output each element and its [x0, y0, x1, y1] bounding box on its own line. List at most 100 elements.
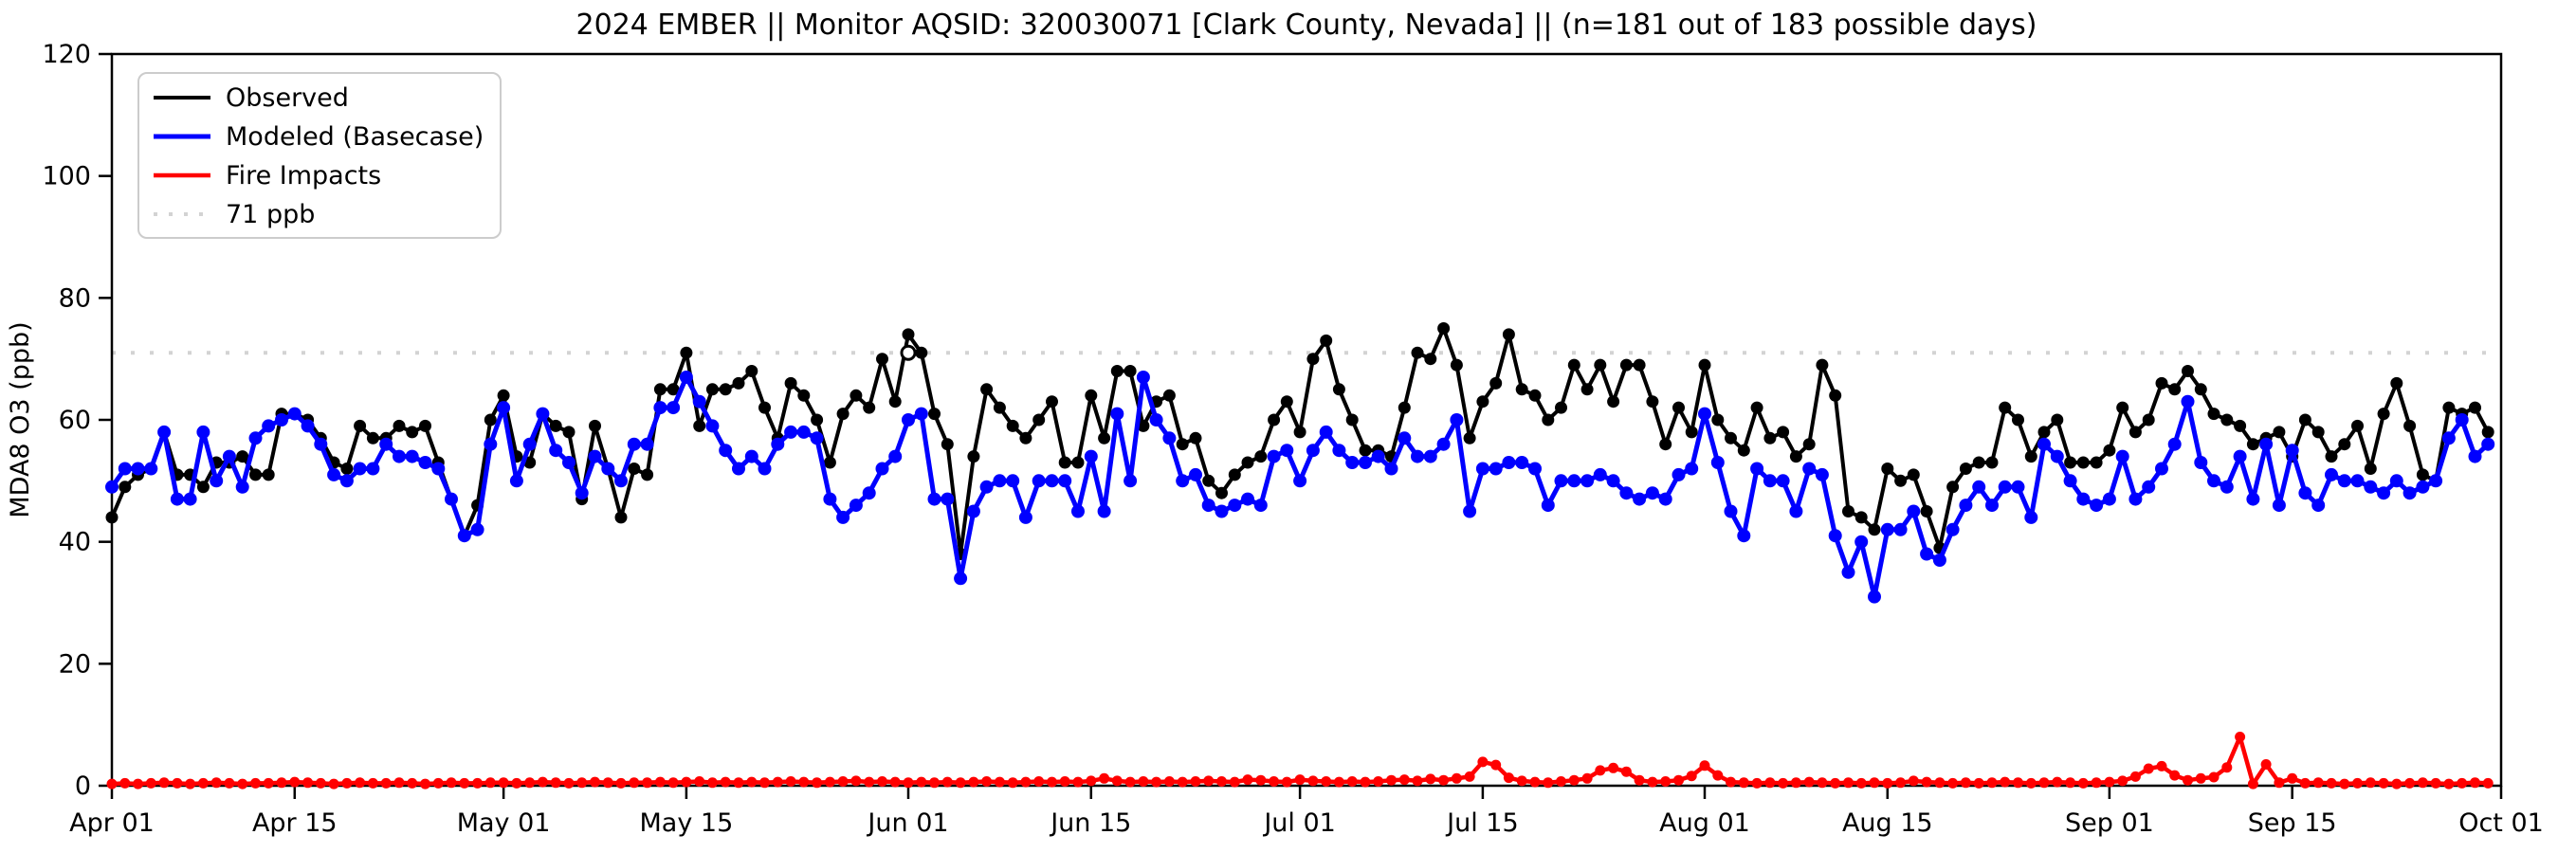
- observed-series-point: [1789, 450, 1802, 463]
- modeled-series-point: [810, 431, 824, 445]
- observed-series-point: [2051, 413, 2064, 426]
- observed-series-point: [1685, 426, 1698, 439]
- modeled-series-point: [2364, 480, 2378, 494]
- observed-series-point: [823, 456, 836, 469]
- modeled-series-point: [2024, 510, 2038, 524]
- fire-impacts-series-point: [602, 777, 613, 789]
- modeled-series-point: [379, 437, 393, 451]
- fire-impacts-series-point: [590, 776, 600, 788]
- modeled-series-point: [2102, 492, 2116, 506]
- fire-impacts-series-point: [615, 777, 627, 789]
- fire-impacts-series-point: [328, 778, 339, 789]
- fire-impacts-series-point: [1543, 777, 1554, 789]
- modeled-series-point: [262, 419, 276, 433]
- modeled-series-point: [1411, 449, 1424, 463]
- observed-series-point: [1920, 505, 1933, 517]
- fire-impacts-series-point: [1738, 777, 1749, 789]
- fire-impacts-series-point: [2378, 777, 2389, 789]
- fire-impacts-series-point: [706, 777, 718, 789]
- fire-impacts-series-point: [1895, 777, 1907, 789]
- x-tick-label: Sep 01: [2065, 808, 2154, 838]
- modeled-series-point: [1201, 499, 1215, 513]
- fire-impacts-series-point: [289, 776, 301, 788]
- fire-impacts-series-point: [576, 777, 588, 789]
- modeled-series-point: [1084, 449, 1098, 463]
- fire-impacts-series-point: [2195, 772, 2206, 784]
- modeled-series-point: [484, 437, 498, 451]
- modeled-series-point: [1541, 499, 1555, 513]
- fire-impacts-series-point: [1163, 776, 1175, 787]
- modeled-series-point: [862, 486, 876, 500]
- fire-impacts-series-point: [498, 777, 509, 789]
- observed-series-point: [1528, 389, 1542, 402]
- fire-impacts-series-point: [994, 776, 1005, 788]
- fire-impacts-series-point: [2417, 777, 2428, 789]
- modeled-series-point: [2246, 492, 2260, 506]
- modeled-series-point: [418, 456, 432, 469]
- modeled-series-point: [248, 431, 263, 445]
- fire-impacts-series-point: [237, 778, 248, 789]
- observed-series-point: [1894, 474, 1908, 487]
- fire-impacts-series-point: [1830, 777, 1841, 789]
- modeled-series-point: [131, 462, 145, 476]
- observed-series-point: [641, 468, 654, 481]
- modeled-series-point: [2155, 462, 2168, 476]
- observed-series-point: [1777, 426, 1790, 439]
- modeled-series-point: [339, 474, 354, 488]
- observed-series-point: [876, 353, 888, 366]
- fire-impacts-series-point: [2038, 777, 2050, 789]
- legend-label-1: Observed: [226, 83, 349, 113]
- fire-impacts-series-point: [250, 777, 261, 789]
- modeled-series-point: [732, 462, 745, 476]
- observed-series-point: [745, 365, 758, 377]
- modeled-series-point: [705, 419, 720, 433]
- x-tick-label: Jul 15: [1445, 808, 1519, 838]
- fire-impacts-series-point: [1712, 770, 1724, 781]
- modeled-series-point: [1763, 474, 1777, 488]
- observed-series-line: [110, 326, 2490, 556]
- modeled-series-point: [954, 572, 968, 586]
- modeled-series-point: [1880, 522, 1894, 536]
- observed-series-point: [2220, 413, 2234, 426]
- modeled-series-point: [1489, 462, 1503, 476]
- modeled-series-point: [796, 425, 811, 439]
- modeled-series-point: [1828, 529, 1842, 543]
- observed-series-point: [1137, 419, 1150, 432]
- modeled-series-point: [183, 492, 197, 506]
- fire-impacts-series-point: [1033, 776, 1045, 787]
- modeled-series-point: [1685, 462, 1699, 476]
- modeled-series-point: [679, 371, 693, 384]
- modeled-series-point: [2325, 467, 2338, 481]
- modeled-series-point: [941, 492, 955, 506]
- modeled-series-point: [875, 462, 889, 476]
- fire-impacts-series-point: [550, 777, 561, 789]
- observed-series-point: [2442, 401, 2456, 414]
- modeled-series-point: [1815, 467, 1829, 481]
- y-tick-label: 40: [59, 528, 91, 557]
- modeled-series-point: [1149, 413, 1163, 426]
- modeled-series-point: [614, 474, 628, 488]
- observed-series-point: [2481, 426, 2494, 439]
- modeled-series-point: [445, 492, 458, 506]
- observed-series-point: [2037, 426, 2051, 439]
- observed-series-point: [1463, 431, 1476, 445]
- modeled-series-point: [327, 467, 341, 481]
- fire-impacts-series-point: [837, 776, 849, 787]
- axes: 0 20 40 60 80 100 120 MDA8 O3 (ppb) Apr 01 Apr 15…: [6, 40, 2544, 838]
- fire-impacts-series-point: [1490, 759, 1502, 771]
- fire-impacts-series-point: [563, 777, 575, 789]
- observed-series-point: [2128, 426, 2142, 439]
- fire-impacts-series-point: [210, 777, 222, 789]
- fire-impacts-series-point: [2365, 777, 2376, 789]
- fire-impacts-series-point: [1398, 774, 1410, 786]
- modeled-series-point: [235, 480, 249, 494]
- observed-series-point: [2364, 463, 2377, 475]
- fire-impacts-series-point: [1556, 776, 1566, 787]
- fire-impacts-series-point: [2117, 775, 2128, 787]
- modeled-series-point: [1280, 444, 1294, 458]
- observed-series-point: [1032, 413, 1046, 426]
- fire-impacts-series-point: [432, 777, 444, 789]
- modeled-series-point: [627, 437, 641, 451]
- fire-impacts-series: [106, 732, 2494, 789]
